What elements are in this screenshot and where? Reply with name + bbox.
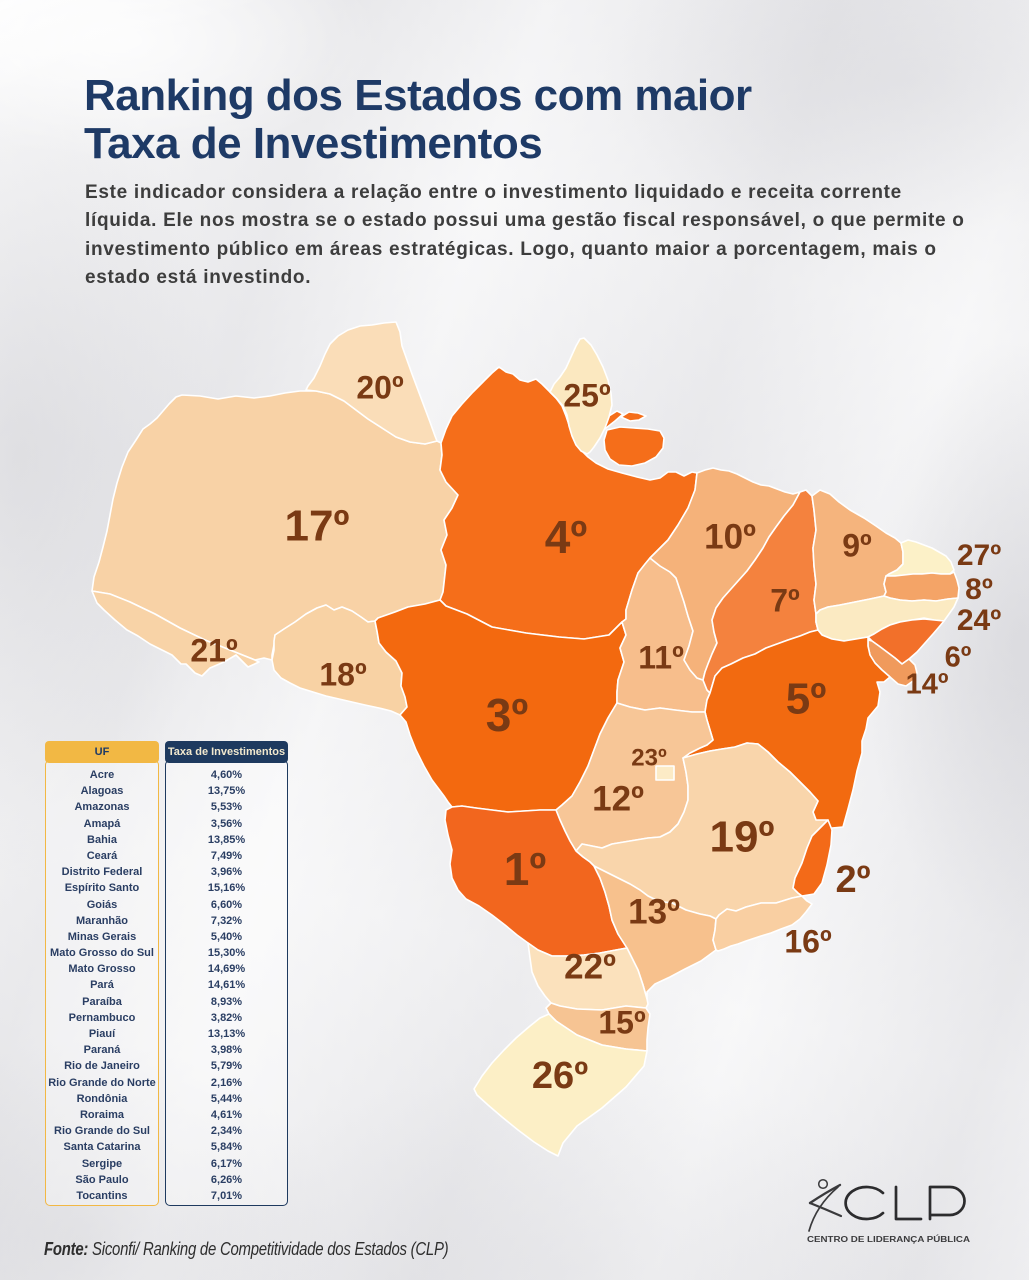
svg-text:7º: 7º — [770, 582, 800, 618]
svg-text:6º: 6º — [945, 642, 972, 674]
svg-text:9º: 9º — [842, 527, 872, 563]
svg-text:8º: 8º — [965, 573, 993, 606]
svg-text:25º: 25º — [563, 377, 611, 413]
svg-text:4º: 4º — [545, 511, 588, 563]
svg-text:26º: 26º — [532, 1055, 588, 1097]
svg-text:2º: 2º — [835, 859, 870, 901]
svg-text:19º: 19º — [709, 813, 774, 862]
svg-text:CENTRO DE LIDERANÇA PÚBLICA: CENTRO DE LIDERANÇA PÚBLICA — [807, 1235, 970, 1244]
svg-text:27º: 27º — [957, 539, 1001, 572]
svg-text:3º: 3º — [486, 689, 529, 741]
svg-text:5º: 5º — [786, 675, 827, 724]
svg-text:21º: 21º — [190, 632, 238, 668]
svg-text:13º: 13º — [628, 892, 680, 931]
svg-text:11º: 11º — [638, 639, 684, 675]
svg-text:24º: 24º — [957, 604, 1001, 637]
svg-text:20º: 20º — [356, 369, 404, 405]
svg-text:1º: 1º — [504, 843, 547, 895]
svg-text:23º: 23º — [631, 744, 667, 771]
svg-text:15º: 15º — [598, 1004, 646, 1040]
svg-text:16º: 16º — [784, 923, 832, 959]
svg-text:22º: 22º — [564, 947, 616, 986]
svg-text:10º: 10º — [704, 517, 756, 556]
svg-text:12º: 12º — [592, 779, 644, 818]
svg-text:18º: 18º — [319, 656, 367, 692]
svg-text:17º: 17º — [284, 502, 349, 551]
svg-text:14º: 14º — [906, 669, 949, 701]
